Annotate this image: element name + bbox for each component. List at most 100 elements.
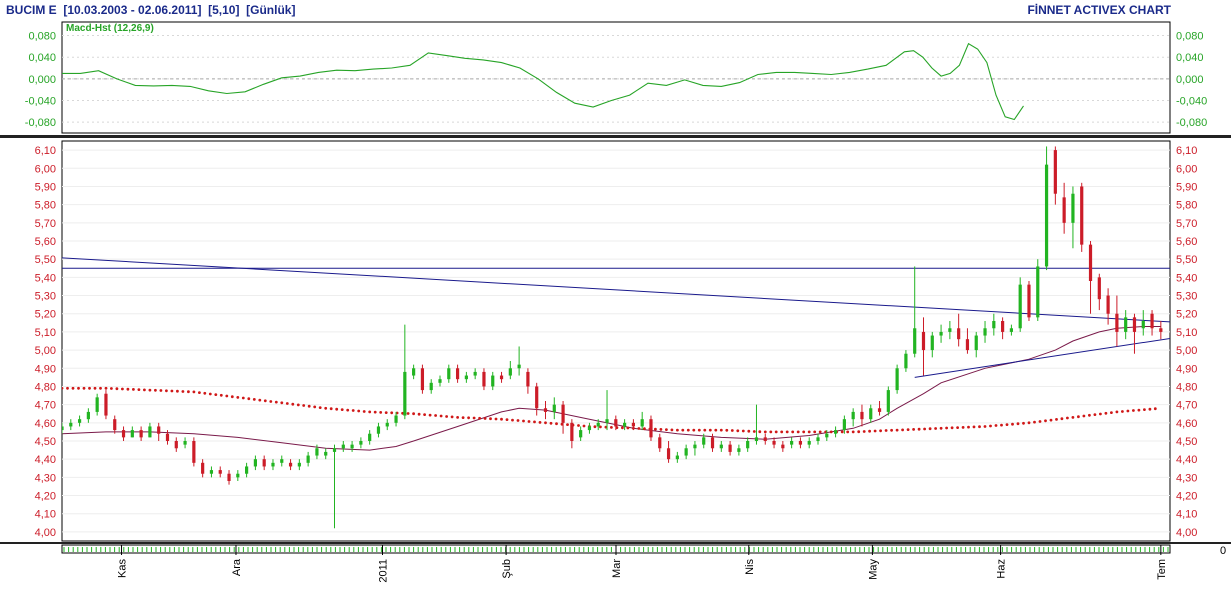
candle-body (394, 415, 398, 423)
candle-body (447, 368, 451, 380)
candle (62, 422, 64, 434)
candle (350, 441, 354, 452)
ma-dot (1005, 423, 1009, 426)
ma-dot (340, 408, 344, 411)
ma-dot (923, 427, 926, 431)
candle-body (658, 437, 662, 449)
candle (359, 437, 363, 449)
ma-dot (1110, 411, 1113, 414)
candle-body (833, 430, 838, 434)
candle-body (236, 473, 240, 478)
candle-body (376, 426, 381, 434)
ma-dot (263, 399, 267, 403)
candle-body (816, 437, 820, 441)
candle-body (368, 433, 372, 441)
ma-dot (219, 393, 223, 397)
ma-dot (1143, 408, 1146, 411)
candle-body (1071, 193, 1075, 223)
ma-dot (873, 429, 877, 433)
candle-body (491, 375, 495, 387)
candle (429, 379, 433, 394)
macd-ytick-right: -0,040 (1176, 96, 1207, 108)
candle-body (552, 404, 556, 412)
ma-dot (769, 430, 773, 434)
ma-dot (225, 394, 229, 398)
candle-body (614, 419, 618, 427)
ma-dot (813, 430, 817, 434)
price-ytick-left: 5,20 (35, 309, 56, 321)
candle (121, 426, 126, 441)
candle-body (297, 462, 301, 467)
ma-dot (868, 429, 871, 433)
candle-body (1159, 328, 1163, 332)
ma-dot (307, 404, 311, 408)
ma-dot (230, 395, 234, 399)
ma-dot (203, 391, 207, 395)
ma-dot (384, 411, 388, 414)
candle-body (95, 397, 99, 412)
ma-dot (406, 412, 410, 415)
ma-dot (346, 408, 350, 412)
ma-dot (170, 389, 174, 393)
ma-dot (461, 416, 465, 419)
ma-dot (423, 413, 426, 416)
ma-dot (1093, 413, 1097, 416)
candle-body (332, 448, 337, 452)
candle-body (280, 459, 284, 463)
candle-body (798, 441, 803, 445)
ma-dot (335, 407, 339, 411)
candle (807, 437, 811, 449)
price-ytick-left: 5,40 (35, 272, 56, 284)
macd-ytick-right: 0,000 (1176, 74, 1204, 86)
candle-body (754, 437, 759, 441)
ma-dot (895, 428, 899, 432)
price-ytick-left: 5,90 (35, 181, 56, 193)
ma-dot (1104, 411, 1108, 415)
ma-dot (840, 430, 844, 434)
ma-dot (676, 428, 679, 432)
ma-dot (1060, 417, 1064, 421)
candle-body (157, 426, 161, 434)
ma-dot (708, 428, 712, 432)
candle-body (860, 411, 864, 420)
ma-dot (99, 386, 102, 390)
ma-dot (269, 400, 273, 403)
ma-dot (1077, 415, 1080, 419)
candle-body (561, 404, 565, 423)
candle (412, 364, 416, 380)
candle-body (86, 411, 90, 420)
macd-ytick-right: 0,080 (1176, 31, 1204, 43)
candle-body (631, 422, 635, 427)
candle-body (675, 455, 679, 460)
candle (253, 455, 257, 471)
candle-body (1036, 266, 1040, 318)
ma-dot (428, 413, 432, 417)
candle-body (455, 368, 460, 380)
candle (209, 466, 214, 478)
ma-dot (956, 426, 959, 429)
candle-body (842, 419, 846, 431)
candle (596, 419, 600, 431)
x-tick-label: 2011 (377, 559, 389, 583)
ma-dot (741, 429, 745, 433)
ma-dot (373, 410, 377, 414)
candle (860, 404, 864, 427)
ma-dot (159, 389, 163, 392)
price-ytick-right: 5,40 (1176, 272, 1197, 284)
candle (297, 459, 301, 471)
ma-dot (291, 402, 295, 406)
candle (605, 390, 609, 431)
candle-body (69, 422, 73, 427)
candle-body (262, 459, 266, 467)
candle (473, 368, 477, 380)
candle (368, 430, 372, 445)
ma-dot (857, 430, 861, 434)
price-ytick-right: 4,40 (1176, 454, 1197, 466)
ma-dot (439, 414, 443, 418)
price-ytick-left: 4,90 (35, 363, 56, 375)
ma-dot (807, 430, 811, 434)
ma-dot (796, 430, 800, 434)
x-axis: Kas Ara 2011 Şub Mar Nis May Haz Tem 0 (0, 542, 1231, 583)
candle (499, 371, 504, 383)
